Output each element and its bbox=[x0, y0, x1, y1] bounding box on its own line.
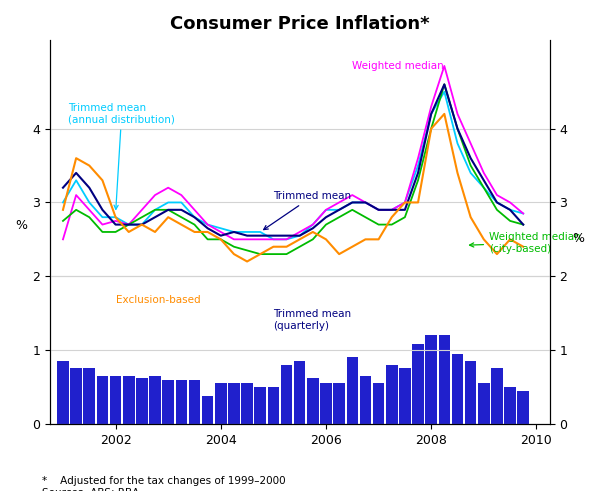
Bar bbox=[478, 383, 490, 424]
Bar bbox=[359, 376, 371, 424]
Bar bbox=[439, 335, 450, 424]
Bar bbox=[373, 383, 385, 424]
Bar bbox=[412, 344, 424, 424]
Bar bbox=[307, 378, 319, 424]
Text: *    Adjusted for the tax changes of 1999–2000: * Adjusted for the tax changes of 1999–2… bbox=[42, 476, 286, 486]
Bar bbox=[399, 368, 410, 424]
Text: Trimmed mean
(annual distribution): Trimmed mean (annual distribution) bbox=[68, 103, 175, 209]
Text: Weighted median
(city-based): Weighted median (city-based) bbox=[470, 232, 581, 253]
Y-axis label: %: % bbox=[572, 232, 584, 245]
Title: Consumer Price Inflation*: Consumer Price Inflation* bbox=[170, 15, 430, 33]
Bar bbox=[123, 376, 134, 424]
Text: Sources: ABS; RBA: Sources: ABS; RBA bbox=[42, 489, 139, 491]
Text: Trimmed mean
(quarterly): Trimmed mean (quarterly) bbox=[274, 309, 352, 331]
Bar bbox=[202, 396, 214, 424]
Bar bbox=[110, 376, 121, 424]
Text: Trimmed mean: Trimmed mean bbox=[263, 191, 352, 230]
Bar bbox=[215, 383, 227, 424]
Bar bbox=[334, 383, 345, 424]
Bar bbox=[347, 357, 358, 424]
Y-axis label: %: % bbox=[15, 219, 27, 232]
Bar bbox=[57, 361, 69, 424]
Bar bbox=[281, 365, 292, 424]
Bar bbox=[176, 380, 187, 424]
Bar bbox=[386, 365, 398, 424]
Bar bbox=[97, 376, 108, 424]
Bar bbox=[320, 383, 332, 424]
Bar bbox=[136, 378, 148, 424]
Bar bbox=[491, 368, 503, 424]
Bar bbox=[70, 368, 82, 424]
Bar bbox=[294, 361, 305, 424]
Bar bbox=[268, 387, 279, 424]
Bar bbox=[149, 376, 161, 424]
Bar bbox=[163, 380, 174, 424]
Bar bbox=[465, 361, 476, 424]
Bar bbox=[425, 335, 437, 424]
Bar bbox=[254, 387, 266, 424]
Bar bbox=[228, 383, 240, 424]
Text: Exclusion-based: Exclusion-based bbox=[116, 295, 200, 305]
Bar bbox=[505, 387, 516, 424]
Bar bbox=[83, 368, 95, 424]
Bar bbox=[517, 391, 529, 424]
Text: Weighted median: Weighted median bbox=[352, 61, 444, 71]
Bar bbox=[241, 383, 253, 424]
Bar bbox=[452, 354, 463, 424]
Bar bbox=[188, 380, 200, 424]
